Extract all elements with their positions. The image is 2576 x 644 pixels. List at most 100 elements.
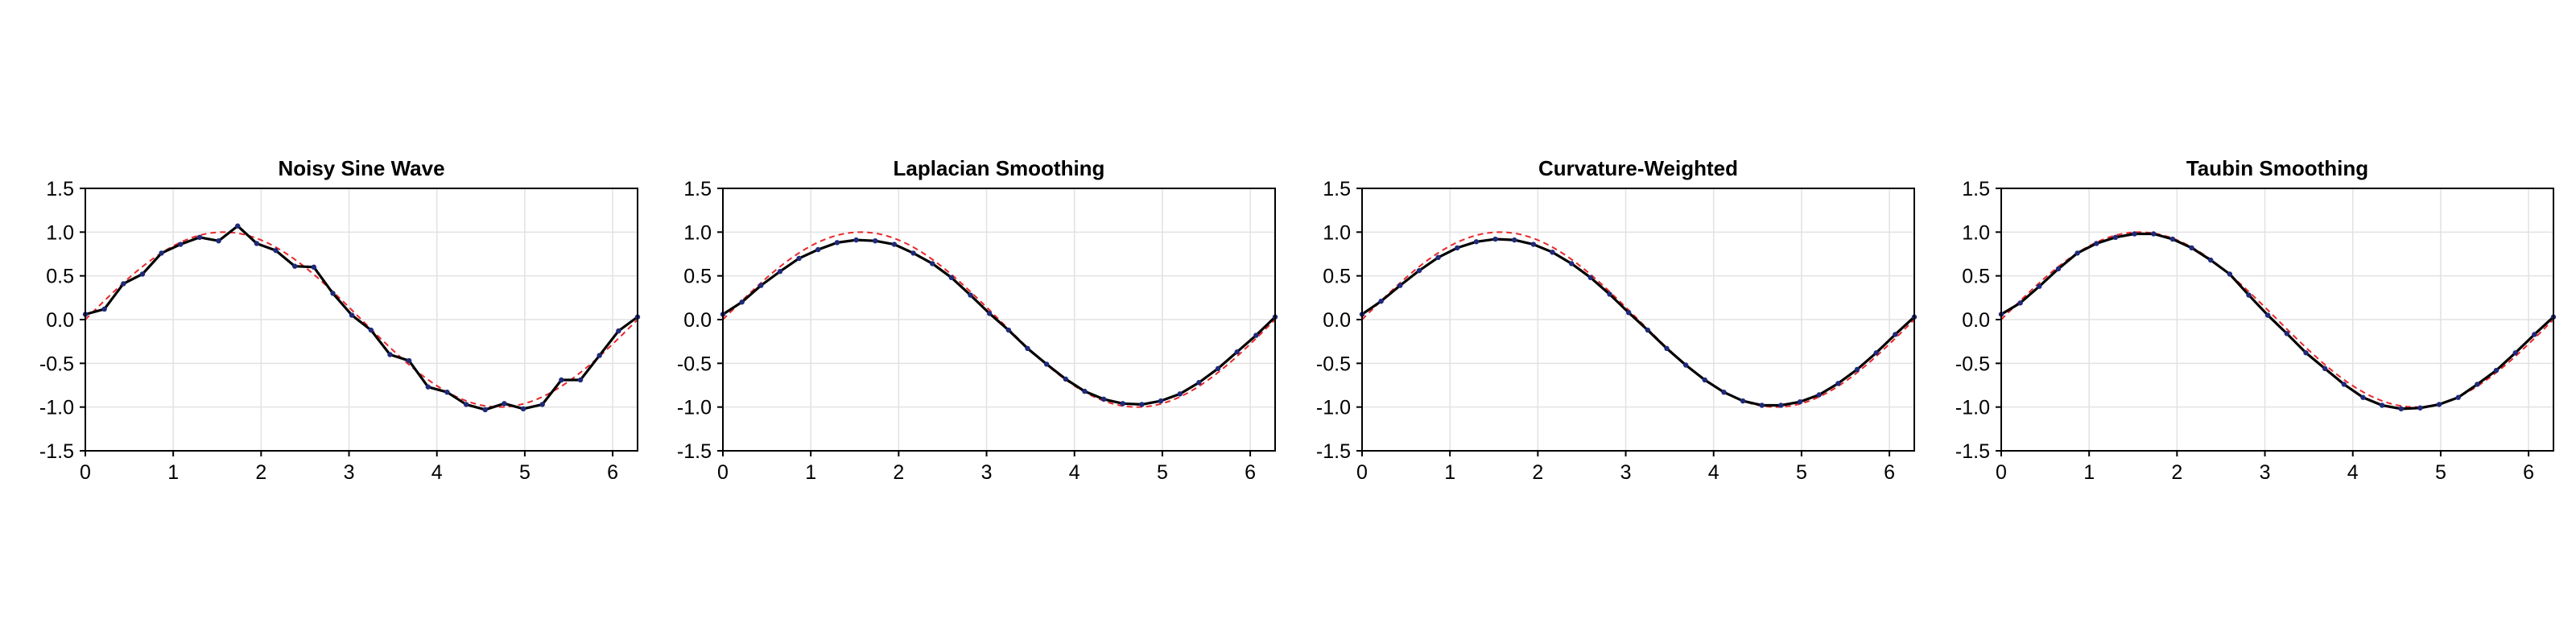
panel-laplacian-smoothing: Laplacian Smoothing 0 1 2 3 4 5 6 -1.5 -1.0 -0.5 0… (677, 156, 1278, 484)
data-point (2417, 405, 2423, 411)
x-tick-label: 1 (2083, 461, 2095, 484)
reference-sine-line (85, 231, 638, 408)
y-tick-label: -1.0 (1955, 397, 1990, 419)
data-point (1702, 377, 1707, 383)
data-point (520, 406, 526, 412)
data-point (273, 247, 279, 254)
y-tick-label: -1.0 (39, 397, 74, 419)
data-point (1455, 245, 1460, 251)
data-point (1607, 291, 1612, 297)
y-tick-label: 0.5 (683, 266, 712, 288)
data-series-line (722, 238, 1277, 407)
data-point (178, 242, 184, 247)
data-point (1253, 332, 1259, 338)
data-point (1740, 398, 1746, 404)
data-point (2341, 382, 2347, 387)
x-tick-label: 1 (167, 461, 179, 484)
data-point (2227, 271, 2233, 277)
y-tick-label: -1.0 (1316, 397, 1351, 419)
data-point (1512, 237, 1517, 243)
data-point (1797, 398, 1803, 405)
y-tick-label: -1.5 (677, 440, 712, 463)
data-point (2055, 266, 2062, 272)
data-point (1778, 402, 1784, 408)
data-point (1397, 283, 1403, 288)
x-tick-label: 2 (893, 461, 904, 484)
data-point (2017, 300, 2023, 306)
data-point (330, 291, 336, 296)
data-point (815, 246, 821, 253)
y-tick-label: -1.5 (39, 440, 74, 463)
x-tick-label: 6 (1245, 461, 1256, 484)
data-point (739, 299, 745, 305)
data-point (1234, 349, 1240, 355)
data-point (1100, 396, 1107, 402)
data-point (1721, 389, 1727, 395)
y-tick-label: -0.5 (39, 353, 74, 375)
x-tick-label: 4 (1069, 461, 1080, 484)
data-point (2284, 331, 2290, 336)
x-tick-label: 0 (1356, 461, 1368, 484)
data-point (2112, 234, 2119, 241)
chart-title: Noisy Sine Wave (278, 156, 444, 180)
data-series-line (2000, 232, 2555, 411)
data-point (482, 407, 488, 413)
x-tick-label: 5 (1796, 461, 1807, 484)
y-tick-label: -1.5 (1955, 440, 1990, 463)
data-point (758, 283, 764, 288)
data-point (853, 237, 859, 243)
y-tick-label: 0.0 (1323, 309, 1351, 332)
data-point (311, 264, 317, 270)
x-tick-label: 6 (607, 461, 618, 484)
data-point (1215, 365, 1221, 372)
x-tick-label: 4 (431, 461, 443, 484)
data-point (2074, 250, 2080, 256)
data-point (1625, 310, 1632, 316)
data-point (463, 402, 469, 407)
x-tick-label: 2 (1532, 461, 1543, 484)
data-point (1873, 350, 1879, 356)
data-point (873, 238, 878, 244)
data-point (2264, 312, 2271, 318)
reference-sine-line (722, 231, 1276, 408)
y-tick-label: 0.5 (46, 266, 74, 288)
x-tick-label: 4 (1708, 461, 1719, 484)
data-point (1025, 345, 1030, 352)
x-tick-label: 2 (255, 461, 266, 484)
data-series-line (1361, 237, 1916, 407)
y-tick-label: 0.0 (46, 309, 74, 332)
data-point (502, 401, 507, 407)
data-point (559, 377, 564, 383)
data-point (121, 281, 126, 287)
data-point (2169, 236, 2176, 242)
data-point (930, 261, 935, 266)
data-point (1043, 361, 1050, 367)
data-point (2303, 350, 2309, 356)
x-tick-label: 0 (1996, 461, 2007, 484)
data-point (1854, 366, 1860, 373)
x-tick-label: 2 (2171, 461, 2182, 484)
data-point (2151, 231, 2157, 237)
data-point (254, 241, 260, 246)
data-point (2436, 402, 2442, 407)
x-tick-label: 0 (717, 461, 729, 484)
data-point (2094, 241, 2099, 246)
data-point (796, 255, 802, 262)
data-point (2189, 245, 2194, 251)
y-tick-label: -0.5 (1316, 353, 1351, 375)
data-point (616, 328, 621, 334)
data-point (1177, 391, 1183, 397)
data-point (1569, 261, 1575, 266)
y-tick-label: 1.0 (46, 221, 74, 244)
data-point (1816, 392, 1822, 398)
x-tick-label: 3 (344, 461, 355, 484)
data-point (1120, 401, 1125, 407)
data-point (891, 242, 898, 247)
data-point (1759, 402, 1765, 408)
y-tick-label: 1.5 (1323, 178, 1351, 200)
data-point (216, 238, 221, 244)
data-point (577, 377, 584, 383)
data-point (1530, 242, 1537, 247)
y-tick-label: 0.0 (683, 309, 712, 332)
